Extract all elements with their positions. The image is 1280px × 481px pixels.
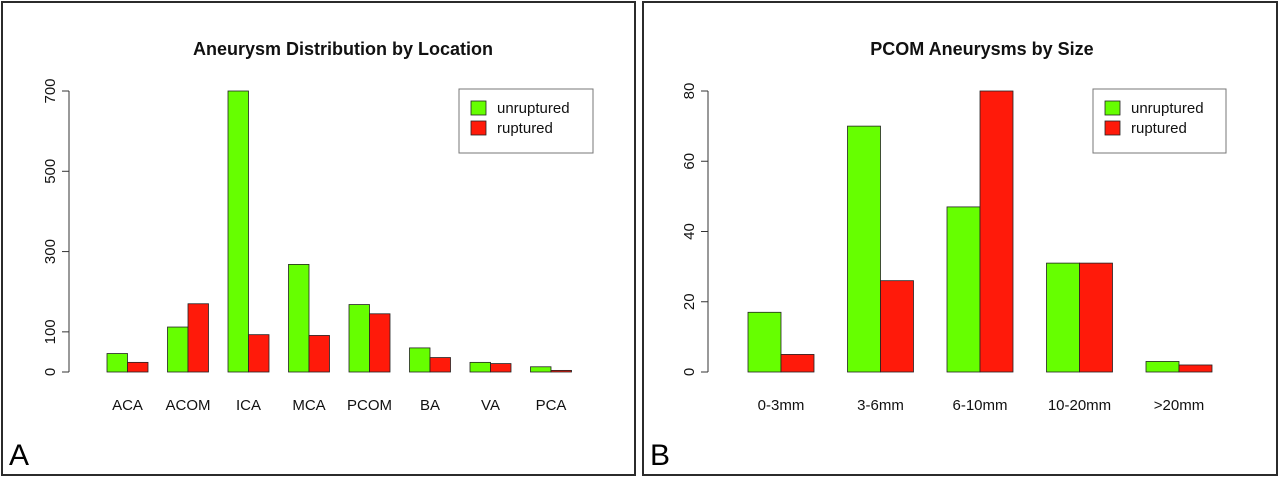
category-label: ICA (236, 397, 261, 414)
bar-unruptured (946, 206, 981, 373)
bar-ruptured (979, 90, 1014, 373)
legend-label-ruptured: ruptured (497, 120, 553, 137)
legend-swatch-ruptured (1104, 120, 1121, 136)
y-tick-label: 0 (681, 368, 698, 376)
category-label: VA (481, 397, 500, 414)
y-tick-label: 700 (42, 78, 59, 103)
y-tick-label: 20 (681, 293, 698, 310)
y-tick-label: 300 (42, 239, 59, 264)
bar-unruptured (167, 326, 189, 373)
category-label: ACOM (166, 397, 211, 414)
category-label: MCA (292, 397, 325, 414)
panel-label-b: B (650, 439, 671, 472)
category-label: 6-10mm (952, 397, 1007, 414)
bar-unruptured (348, 304, 370, 373)
bar-ruptured (187, 303, 209, 373)
chart-title: PCOM Aneurysms by Size (870, 39, 1093, 59)
bar-ruptured (429, 357, 451, 373)
bar-unruptured (530, 366, 552, 373)
panel-label-a: A (9, 439, 30, 472)
bar-ruptured (780, 354, 815, 373)
legend-swatch-ruptured (470, 120, 487, 136)
bar-unruptured (288, 264, 310, 373)
chart-title: Aneurysm Distribution by Location (193, 39, 493, 59)
bar-ruptured (1178, 364, 1213, 373)
legend-label-ruptured: ruptured (1131, 120, 1187, 137)
bar-ruptured (369, 313, 391, 373)
category-label: ACA (112, 397, 143, 414)
category-label: 0-3mm (758, 397, 805, 414)
legend-label-unruptured: unruptured (497, 100, 570, 117)
category-label: 3-6mm (857, 397, 904, 414)
legend-label-unruptured: unruptured (1131, 100, 1204, 117)
bar-unruptured (409, 347, 431, 373)
bar-ruptured (490, 363, 512, 373)
category-label: 10-20mm (1048, 397, 1111, 414)
bar-unruptured (1145, 361, 1180, 373)
chart-panel-a: Aneurysm Distribution by Location 0 100 300… (1, 1, 636, 476)
legend-swatch-unruptured (1104, 100, 1121, 116)
bar-ruptured (1079, 262, 1113, 373)
y-tick-label: 60 (681, 153, 698, 170)
y-tick-label: 40 (681, 223, 698, 240)
bar-unruptured (106, 353, 128, 373)
bar-unruptured (847, 125, 881, 373)
chart-b-canvas: PCOM Aneurysms by Size 0 20 40 60 80 0-3mm 3-6m… (681, 39, 1227, 414)
bar-ruptured (880, 280, 914, 373)
bar-unruptured (227, 90, 249, 373)
legend-swatch-unruptured (470, 100, 487, 116)
chart-a-canvas: Aneurysm Distribution by Location 0 100 300… (42, 39, 594, 414)
y-tick-label: 500 (42, 159, 59, 184)
category-label: BA (420, 397, 440, 414)
y-tick-label: 100 (42, 319, 59, 344)
y-tick-label: 0 (42, 368, 59, 376)
bar-ruptured (550, 369, 572, 373)
category-label: PCA (536, 397, 567, 414)
chart-panel-b: PCOM Aneurysms by Size 0 20 40 60 80 0-3mm 3-6m… (642, 1, 1278, 476)
bar-unruptured (1046, 262, 1080, 373)
bar-ruptured (127, 361, 149, 373)
bar-unruptured (469, 361, 491, 373)
bar-ruptured (248, 334, 270, 373)
bar-ruptured (308, 335, 330, 373)
category-label: PCOM (347, 397, 392, 414)
bar-unruptured (747, 311, 782, 373)
category-label: >20mm (1154, 397, 1204, 414)
y-tick-label: 80 (681, 83, 698, 100)
